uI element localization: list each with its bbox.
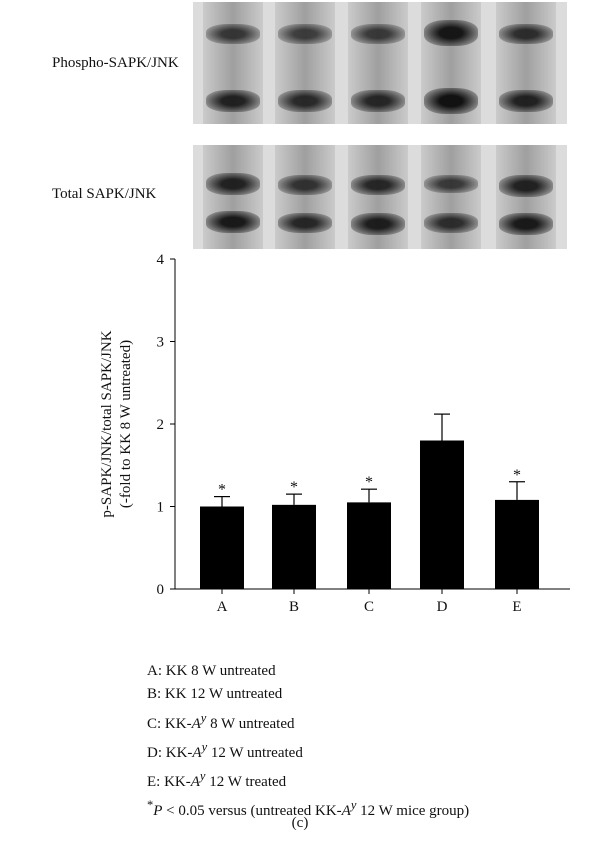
legend-item-b: B: KK 12 W untreated [147,686,283,703]
x-tick-label-b: B [289,599,299,615]
bar-c [347,502,391,589]
total-band [351,175,405,195]
bar-chart: 0 1 2 3 4 p-SAPK/JNK/total SAPK/JNK (-fold to … [99,252,570,615]
x-tick-label-c: C [364,599,374,615]
bar-a [200,506,244,589]
x-tick-label-a: A [217,599,228,615]
figure-caption: (c) [291,815,309,831]
phospho-band [424,20,478,46]
y-tick-label: 1 [157,500,165,516]
total-band [278,175,332,195]
total-lane-b [275,145,335,249]
y-tick-label: 3 [157,335,165,351]
phospho-band [351,90,405,112]
phospho-sapk-jnk-blot [193,2,567,124]
legend-item-e: E: KK-Ay 12 W treated [147,769,287,791]
legend-item-d: D: KK-Ay 12 W untreated [147,739,303,761]
total-band [424,213,478,233]
legend-item-c: C: KK-Ay 8 W untreated [147,710,295,732]
phospho-band [206,90,260,112]
y-axis-label: p-SAPK/JNK/total SAPK/JNK [99,330,115,517]
total-band [206,211,260,233]
total-lane-a [203,145,263,249]
total-band [424,175,478,193]
bar-b [272,504,316,589]
y-axis-label-line2: (-fold to KK 8 W untreated) [118,340,134,508]
bar-e [495,499,539,589]
total-lane-d [421,145,481,249]
phospho-band [499,24,553,44]
phospho-band [278,24,332,44]
total-blot-label: Total SAPK/JNK [52,186,157,202]
phospho-band [278,90,332,112]
significance-marker-e: * [513,467,521,484]
legend-item-a: A: KK 8 W untreated [147,663,276,679]
phospho-band [351,24,405,44]
significance-marker-c: * [365,474,373,491]
x-tick-label-e: E [512,599,521,615]
phospho-band [206,24,260,44]
phospho-lane-d [421,2,481,124]
y-tick-label: 4 [157,252,165,268]
significance-marker-a: * [218,482,226,499]
significance-marker-b: * [290,479,298,496]
phospho-band [424,88,478,114]
phospho-band [499,90,553,112]
phospho-lane-a [203,2,263,124]
total-sapk-jnk-blot [193,145,567,249]
phospho-blot-label: Phospho-SAPK/JNK [52,55,179,71]
y-tick-label: 0 [157,582,165,598]
total-lane-e [496,145,556,249]
legend: A: KK 8 W untreated B: KK 12 W untreated… [147,660,469,824]
total-band [351,213,405,235]
y-tick-label: 2 [157,417,165,433]
total-band [499,213,553,235]
total-band [206,173,260,195]
bar-d [420,440,464,589]
legend-significance-note: *P < 0.05 versus (untreated KK-Ay 12 W m… [147,798,470,820]
phospho-lane-c [348,2,408,124]
phospho-lane-b [275,2,335,124]
total-band [499,175,553,197]
total-lane-c [348,145,408,249]
total-band [278,213,332,233]
phospho-lane-e [496,2,556,124]
x-tick-label-d: D [437,599,448,615]
